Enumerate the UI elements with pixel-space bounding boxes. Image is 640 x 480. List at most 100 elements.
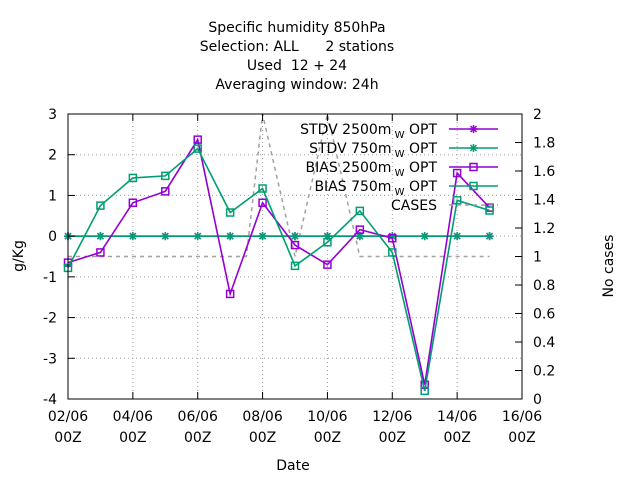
stdv-750m-series-point [128, 232, 137, 241]
x-tick-label-date: 16/06 [502, 409, 542, 425]
y2-tick-label: 0.8 [533, 278, 555, 294]
bias-2500m-series-point [161, 187, 170, 196]
y-axis-label: g/Kg [11, 240, 27, 272]
bias-750m-series-point [485, 206, 494, 215]
stdv-750m-series-point [96, 232, 105, 241]
bias-750m-series-point [225, 208, 235, 217]
bias-750m-series [63, 144, 494, 396]
y2-tick-label: 1 [533, 250, 542, 266]
bias-2500m-series-point [355, 225, 365, 234]
bias-2500m-series-point [258, 198, 267, 208]
y2-tick-label: 1.2 [533, 221, 555, 237]
bias-2500m-series-point [96, 248, 105, 257]
x-tick-label-time: 00Z [443, 430, 470, 446]
legend-label: STDV 750m W OPT [309, 141, 437, 160]
cases-series-line [68, 113, 490, 258]
stdv-750m-series [64, 232, 494, 241]
bias-750m-series-line [67, 147, 490, 392]
bias-750m-series-point [96, 201, 105, 210]
legend-sample-marker [469, 144, 478, 152]
y-tick-label: -4 [43, 392, 57, 408]
x-tick-label-date: 06/06 [178, 409, 218, 425]
bias-750m-series-point [323, 238, 332, 247]
stdv-750m-series-point [355, 232, 364, 241]
series-layer [63, 113, 494, 396]
x-tick-label-date: 02/06 [48, 409, 88, 425]
title-line-2: Selection: ALL 2 stations [200, 39, 394, 55]
bias-2500m-series-point [452, 168, 462, 178]
y-tick-label: 2 [48, 148, 57, 164]
x-axis-label: Date [276, 458, 309, 474]
y2-tick-label: 0.4 [533, 335, 555, 351]
stdv-750m-series-point [485, 232, 494, 241]
title-line-3: Used 12 + 24 [247, 58, 347, 74]
y2-tick-label: 1.4 [533, 193, 555, 209]
bias-750m-series-point [420, 386, 429, 396]
x-tick-label-date: 14/06 [437, 409, 477, 425]
stdv-750m-series-point [193, 232, 202, 241]
x-tick-label-time: 00Z [314, 430, 341, 446]
axes: -4 -3 -2 -1 0 1 2 3 0 0.2 0.4 0.6 0.8 1 1.2 1.4 1.6 1.8 2 0… [43, 107, 555, 446]
x-tick-label-time: 00Z [249, 430, 276, 446]
legend-entry-bias-2500m: BIAS 2500m W OPT [306, 160, 498, 179]
y2-tick-label: 2 [533, 107, 542, 123]
y-tick-label: 1 [48, 188, 57, 204]
y2-tick-label: 0 [533, 392, 542, 408]
x-tick-label-time: 00Z [184, 430, 211, 446]
y-tick-label: -3 [43, 351, 57, 367]
legend-label: CASES [391, 198, 437, 214]
legend-entry-bias-750m: BIAS 750m W OPT [314, 179, 498, 198]
x-tick-label-time: 00Z [379, 430, 406, 446]
stdv-750m-series-point [453, 232, 462, 241]
y-tick-label: 0 [48, 229, 57, 245]
bias-2500m-series-point [290, 240, 300, 250]
x-tick-label-time: 00Z [508, 430, 535, 446]
legend-entry-stdv-750m: STDV 750m W OPT [309, 141, 498, 160]
bias-750m-series-point [193, 144, 202, 153]
bias-750m-series-point [388, 248, 397, 257]
bias-750m-series-point [128, 173, 138, 183]
bias-750m-series-point [258, 184, 267, 193]
stdv-750m-series-point [420, 232, 429, 241]
y2-tick-label: 0.2 [533, 364, 555, 380]
stdv-750m-series-point [258, 232, 267, 241]
bias-750m-series-point [452, 196, 462, 205]
y2-axis-label: No cases [601, 235, 617, 298]
y2-tick-label: 1.8 [533, 136, 555, 152]
legend-sample-marker [469, 162, 478, 172]
bias-750m-series-point [161, 171, 170, 181]
y2-tick-label: 0.6 [533, 307, 555, 323]
legend-sample-marker [469, 125, 478, 133]
x-tick-label-time: 00Z [54, 430, 81, 446]
title-line-1: Specific humidity 850hPa [208, 20, 385, 36]
bias-2500m-series-line [67, 137, 491, 385]
bias-2500m-series-point [388, 233, 397, 243]
x-tick-label-date: 04/06 [113, 409, 153, 425]
x-tick-label-date: 08/06 [242, 409, 282, 425]
stdv-750m-series-point [161, 232, 170, 241]
bias-2500m-series-point [128, 198, 138, 208]
legend-label: BIAS 750m W OPT [314, 179, 437, 198]
bias-750m-series-point [355, 206, 365, 216]
stdv-750m-series-point [226, 232, 235, 241]
legend-entry-stdv-2500m: STDV 2500m W OPT [300, 122, 498, 141]
y-tick-label: -2 [43, 311, 57, 327]
legend-label: STDV 2500m W OPT [300, 122, 437, 141]
stdv-750m-series-point [291, 232, 299, 241]
cases-series [68, 113, 490, 258]
bias-2500m-series-point [225, 289, 235, 299]
legend-entry-cases: CASES [391, 198, 498, 214]
legend-label: BIAS 2500m W OPT [306, 160, 438, 179]
legend-sample-marker [469, 181, 478, 191]
x-tick-label-date: 12/06 [372, 409, 412, 425]
y-tick-label: 3 [48, 107, 57, 123]
bias-750m-series-point [290, 261, 300, 271]
x-tick-label-date: 10/06 [307, 409, 347, 425]
y-tick-label: -1 [43, 270, 57, 286]
x-tick-label-time: 00Z [119, 430, 146, 446]
chart-title: Specific humidity 850hPa Selection: ALL … [200, 20, 394, 93]
title-line-4: Averaging window: 24h [215, 77, 378, 93]
bias-2500m-series-point [193, 135, 202, 144]
